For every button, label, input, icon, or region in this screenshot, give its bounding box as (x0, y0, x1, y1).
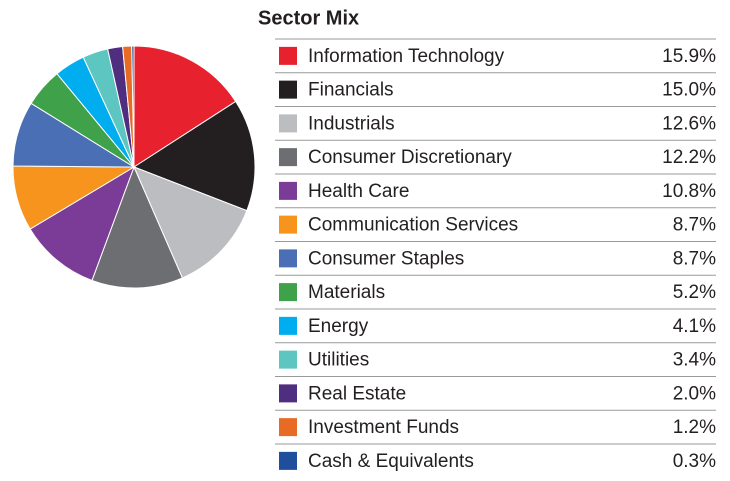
legend-swatch (279, 283, 297, 302)
pie-slice (133, 166, 248, 279)
pie-slice (91, 165, 184, 289)
chart-title: Sector Mix (258, 7, 359, 29)
pie-slice (131, 45, 135, 168)
legend-label: Investment Funds (308, 417, 459, 438)
legend-label: Consumer Staples (308, 248, 464, 269)
legend-label: Real Estate (308, 383, 406, 404)
legend-swatch (279, 316, 297, 335)
value-label: 8.7% (673, 215, 716, 236)
legend-swatch (279, 215, 297, 234)
pie-slice (29, 165, 135, 282)
legend-label: Energy (308, 316, 369, 337)
value-label: 10.8% (662, 181, 716, 202)
pie-slice (132, 100, 256, 212)
value-label: 1.2% (673, 417, 716, 438)
legend-label: Utilities (308, 350, 369, 371)
legend-swatch (279, 418, 297, 437)
legend-swatch (279, 114, 297, 133)
legend-label: Communication Services (308, 215, 518, 236)
legend-swatch (279, 350, 297, 369)
value-label: 2.0% (673, 383, 716, 404)
value-label: 12.2% (662, 147, 716, 168)
legend-label: Cash & Equivalents (308, 451, 474, 472)
value-label: 15.9% (662, 46, 716, 67)
value-label: 15.0% (662, 80, 716, 101)
legend-label: Health Care (308, 181, 409, 202)
legend-swatch (279, 249, 297, 268)
value-label: 5.2% (673, 282, 716, 303)
legend-swatch (279, 46, 297, 65)
value-label: 0.3% (673, 451, 716, 472)
legend-label: Consumer Discretionary (308, 147, 512, 168)
legend-swatch (279, 384, 297, 403)
legend-label: Information Technology (308, 46, 505, 67)
legend-label: Materials (308, 282, 385, 303)
value-label: 12.6% (662, 113, 716, 134)
pie-slice (133, 45, 237, 168)
legend-swatch (279, 80, 297, 99)
legend-label: Financials (308, 80, 394, 101)
value-label: 4.1% (673, 316, 716, 337)
value-label: 3.4% (673, 350, 716, 371)
legend-swatch (279, 451, 297, 470)
legend-label: Industrials (308, 113, 395, 134)
value-label: 8.7% (673, 248, 716, 269)
legend-swatch (279, 181, 297, 200)
legend-swatch (279, 148, 297, 167)
